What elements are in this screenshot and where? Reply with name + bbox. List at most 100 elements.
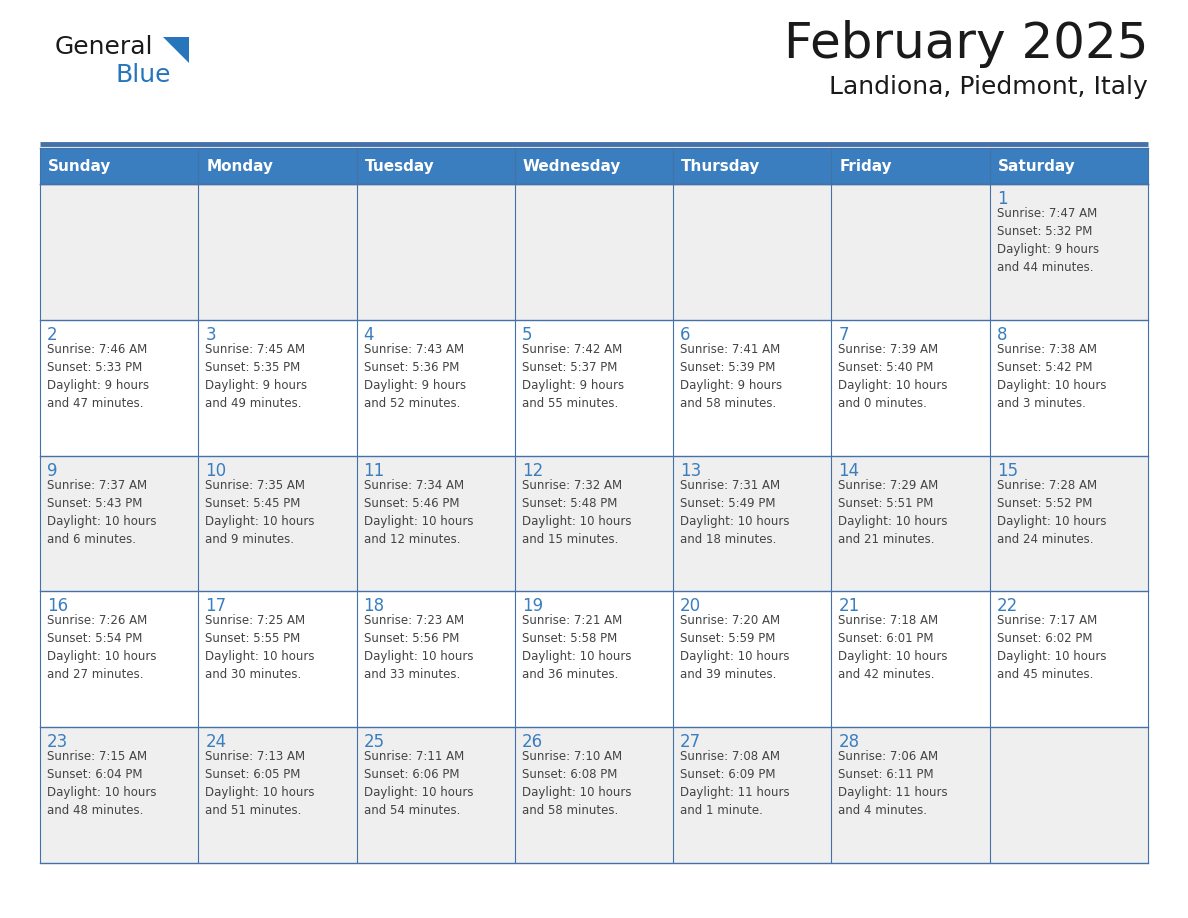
Bar [832, 148, 990, 184]
Text: Sunrise: 7:21 AM
Sunset: 5:58 PM
Daylight: 10 hours
and 36 minutes.: Sunrise: 7:21 AM Sunset: 5:58 PM Dayligh… [522, 614, 631, 681]
Text: Sunrise: 7:13 AM
Sunset: 6:05 PM
Daylight: 10 hours
and 51 minutes.: Sunrise: 7:13 AM Sunset: 6:05 PM Dayligh… [206, 750, 315, 817]
Text: Sunrise: 7:11 AM
Sunset: 6:06 PM
Daylight: 10 hours
and 54 minutes.: Sunrise: 7:11 AM Sunset: 6:06 PM Dayligh… [364, 750, 473, 817]
Bar [514, 184, 674, 319]
Bar [832, 591, 990, 727]
Text: February 2025: February 2025 [784, 20, 1148, 68]
Text: 4: 4 [364, 326, 374, 344]
Bar [40, 148, 198, 184]
Text: 24: 24 [206, 733, 227, 751]
Bar [674, 591, 832, 727]
Text: 11: 11 [364, 462, 385, 479]
Text: 18: 18 [364, 598, 385, 615]
Text: Sunrise: 7:42 AM
Sunset: 5:37 PM
Daylight: 9 hours
and 55 minutes.: Sunrise: 7:42 AM Sunset: 5:37 PM Dayligh… [522, 342, 624, 409]
Bar [514, 455, 674, 591]
Bar [356, 184, 514, 319]
Bar [356, 319, 514, 455]
Bar [990, 148, 1148, 184]
Text: Friday: Friday [840, 159, 892, 174]
Text: Sunrise: 7:45 AM
Sunset: 5:35 PM
Daylight: 9 hours
and 49 minutes.: Sunrise: 7:45 AM Sunset: 5:35 PM Dayligh… [206, 342, 308, 409]
Text: Sunrise: 7:32 AM
Sunset: 5:48 PM
Daylight: 10 hours
and 15 minutes.: Sunrise: 7:32 AM Sunset: 5:48 PM Dayligh… [522, 478, 631, 545]
Text: Wednesday: Wednesday [523, 159, 621, 174]
Bar [40, 727, 198, 863]
Text: Sunrise: 7:29 AM
Sunset: 5:51 PM
Daylight: 10 hours
and 21 minutes.: Sunrise: 7:29 AM Sunset: 5:51 PM Dayligh… [839, 478, 948, 545]
Text: 15: 15 [997, 462, 1018, 479]
Text: 8: 8 [997, 326, 1007, 344]
Text: Sunrise: 7:10 AM
Sunset: 6:08 PM
Daylight: 10 hours
and 58 minutes.: Sunrise: 7:10 AM Sunset: 6:08 PM Dayligh… [522, 750, 631, 817]
Bar [674, 319, 832, 455]
Bar [832, 319, 990, 455]
Text: 28: 28 [839, 733, 860, 751]
Text: 3: 3 [206, 326, 216, 344]
Text: 14: 14 [839, 462, 860, 479]
Bar [514, 319, 674, 455]
Text: 20: 20 [681, 598, 701, 615]
Text: Sunrise: 7:38 AM
Sunset: 5:42 PM
Daylight: 10 hours
and 3 minutes.: Sunrise: 7:38 AM Sunset: 5:42 PM Dayligh… [997, 342, 1106, 409]
Bar [990, 319, 1148, 455]
Text: 22: 22 [997, 598, 1018, 615]
Bar [356, 591, 514, 727]
Text: Sunrise: 7:26 AM
Sunset: 5:54 PM
Daylight: 10 hours
and 27 minutes.: Sunrise: 7:26 AM Sunset: 5:54 PM Dayligh… [48, 614, 157, 681]
Text: Sunrise: 7:43 AM
Sunset: 5:36 PM
Daylight: 9 hours
and 52 minutes.: Sunrise: 7:43 AM Sunset: 5:36 PM Dayligh… [364, 342, 466, 409]
Text: Sunrise: 7:34 AM
Sunset: 5:46 PM
Daylight: 10 hours
and 12 minutes.: Sunrise: 7:34 AM Sunset: 5:46 PM Dayligh… [364, 478, 473, 545]
Bar [514, 148, 674, 184]
Bar [356, 148, 514, 184]
Bar [40, 455, 198, 591]
Text: 2: 2 [48, 326, 58, 344]
Bar [674, 455, 832, 591]
Text: Sunrise: 7:20 AM
Sunset: 5:59 PM
Daylight: 10 hours
and 39 minutes.: Sunrise: 7:20 AM Sunset: 5:59 PM Dayligh… [681, 614, 790, 681]
Bar [40, 591, 198, 727]
Text: 12: 12 [522, 462, 543, 479]
Text: Sunrise: 7:17 AM
Sunset: 6:02 PM
Daylight: 10 hours
and 45 minutes.: Sunrise: 7:17 AM Sunset: 6:02 PM Dayligh… [997, 614, 1106, 681]
Text: 27: 27 [681, 733, 701, 751]
Text: 6: 6 [681, 326, 690, 344]
Bar [990, 455, 1148, 591]
Bar [674, 727, 832, 863]
Bar [832, 184, 990, 319]
Text: 13: 13 [681, 462, 701, 479]
Text: 1: 1 [997, 190, 1007, 208]
Bar [356, 455, 514, 591]
Bar [40, 319, 198, 455]
Text: 23: 23 [48, 733, 68, 751]
Text: 17: 17 [206, 598, 227, 615]
Text: Sunrise: 7:15 AM
Sunset: 6:04 PM
Daylight: 10 hours
and 48 minutes.: Sunrise: 7:15 AM Sunset: 6:04 PM Dayligh… [48, 750, 157, 817]
Text: Sunrise: 7:37 AM
Sunset: 5:43 PM
Daylight: 10 hours
and 6 minutes.: Sunrise: 7:37 AM Sunset: 5:43 PM Dayligh… [48, 478, 157, 545]
Text: 19: 19 [522, 598, 543, 615]
Bar [198, 319, 356, 455]
Bar [990, 727, 1148, 863]
Text: 25: 25 [364, 733, 385, 751]
Text: Sunrise: 7:08 AM
Sunset: 6:09 PM
Daylight: 11 hours
and 1 minute.: Sunrise: 7:08 AM Sunset: 6:09 PM Dayligh… [681, 750, 790, 817]
Text: 21: 21 [839, 598, 860, 615]
Text: Thursday: Thursday [681, 159, 760, 174]
Text: Tuesday: Tuesday [365, 159, 435, 174]
Bar [198, 591, 356, 727]
Bar [990, 591, 1148, 727]
Text: Sunrise: 7:25 AM
Sunset: 5:55 PM
Daylight: 10 hours
and 30 minutes.: Sunrise: 7:25 AM Sunset: 5:55 PM Dayligh… [206, 614, 315, 681]
Bar [514, 727, 674, 863]
Text: Sunrise: 7:39 AM
Sunset: 5:40 PM
Daylight: 10 hours
and 0 minutes.: Sunrise: 7:39 AM Sunset: 5:40 PM Dayligh… [839, 342, 948, 409]
Bar [356, 727, 514, 863]
Text: 9: 9 [48, 462, 57, 479]
Text: Monday: Monday [207, 159, 273, 174]
Bar [198, 148, 356, 184]
Text: 7: 7 [839, 326, 849, 344]
Text: 26: 26 [522, 733, 543, 751]
Bar [674, 184, 832, 319]
Bar [832, 727, 990, 863]
Text: General: General [55, 35, 153, 59]
Text: Saturday: Saturday [998, 159, 1075, 174]
Bar [198, 727, 356, 863]
Text: 10: 10 [206, 462, 227, 479]
Text: Sunrise: 7:28 AM
Sunset: 5:52 PM
Daylight: 10 hours
and 24 minutes.: Sunrise: 7:28 AM Sunset: 5:52 PM Dayligh… [997, 478, 1106, 545]
Text: Blue: Blue [115, 63, 171, 87]
Bar [674, 148, 832, 184]
Text: Landiona, Piedmont, Italy: Landiona, Piedmont, Italy [829, 75, 1148, 99]
Text: Sunrise: 7:35 AM
Sunset: 5:45 PM
Daylight: 10 hours
and 9 minutes.: Sunrise: 7:35 AM Sunset: 5:45 PM Dayligh… [206, 478, 315, 545]
Polygon shape [163, 37, 189, 63]
Text: Sunrise: 7:47 AM
Sunset: 5:32 PM
Daylight: 9 hours
and 44 minutes.: Sunrise: 7:47 AM Sunset: 5:32 PM Dayligh… [997, 207, 1099, 274]
Bar [40, 184, 198, 319]
Bar [198, 184, 356, 319]
Bar [990, 184, 1148, 319]
Text: 16: 16 [48, 598, 68, 615]
Bar [514, 591, 674, 727]
